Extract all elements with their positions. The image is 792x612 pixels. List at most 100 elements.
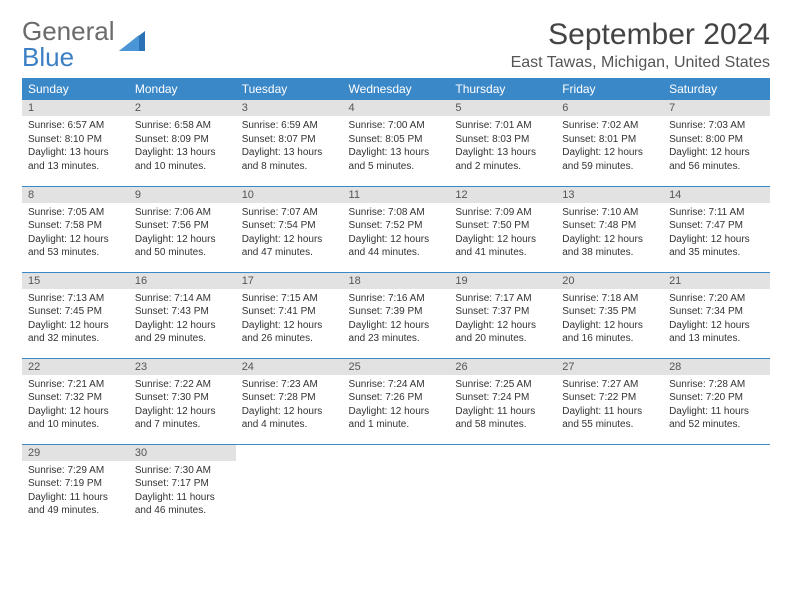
calendar-cell: 29Sunrise: 7:29 AMSunset: 7:19 PMDayligh…: [22, 444, 129, 530]
calendar-cell: 2Sunrise: 6:58 AMSunset: 8:09 PMDaylight…: [129, 100, 236, 186]
day-number: 19: [449, 273, 556, 289]
day-number: 30: [129, 445, 236, 461]
day-number: 26: [449, 359, 556, 375]
day-details: Sunrise: 7:11 AMSunset: 7:47 PMDaylight:…: [663, 203, 770, 264]
day-number: 27: [556, 359, 663, 375]
day-details: Sunrise: 7:25 AMSunset: 7:24 PMDaylight:…: [449, 375, 556, 436]
calendar-cell: 23Sunrise: 7:22 AMSunset: 7:30 PMDayligh…: [129, 358, 236, 444]
calendar-cell: 9Sunrise: 7:06 AMSunset: 7:56 PMDaylight…: [129, 186, 236, 272]
day-details: Sunrise: 7:20 AMSunset: 7:34 PMDaylight:…: [663, 289, 770, 350]
location-text: East Tawas, Michigan, United States: [511, 54, 770, 72]
day-details: Sunrise: 7:22 AMSunset: 7:30 PMDaylight:…: [129, 375, 236, 436]
calendar-cell: 17Sunrise: 7:15 AMSunset: 7:41 PMDayligh…: [236, 272, 343, 358]
day-number: 21: [663, 273, 770, 289]
calendar-cell: 30Sunrise: 7:30 AMSunset: 7:17 PMDayligh…: [129, 444, 236, 530]
calendar-body: 1Sunrise: 6:57 AMSunset: 8:10 PMDaylight…: [22, 100, 770, 530]
day-details: Sunrise: 7:21 AMSunset: 7:32 PMDaylight:…: [22, 375, 129, 436]
day-details: Sunrise: 7:14 AMSunset: 7:43 PMDaylight:…: [129, 289, 236, 350]
calendar-cell: 24Sunrise: 7:23 AMSunset: 7:28 PMDayligh…: [236, 358, 343, 444]
weekday-row: SundayMondayTuesdayWednesdayThursdayFrid…: [22, 78, 770, 100]
calendar-cell: 21Sunrise: 7:20 AMSunset: 7:34 PMDayligh…: [663, 272, 770, 358]
day-number: 4: [343, 100, 450, 116]
calendar-table: SundayMondayTuesdayWednesdayThursdayFrid…: [22, 78, 770, 530]
day-number: 7: [663, 100, 770, 116]
logo-text-blue: Blue: [22, 42, 74, 72]
day-number: 10: [236, 187, 343, 203]
day-details: Sunrise: 6:59 AMSunset: 8:07 PMDaylight:…: [236, 116, 343, 177]
calendar-head: SundayMondayTuesdayWednesdayThursdayFrid…: [22, 78, 770, 100]
logo-text: General Blue: [22, 18, 115, 70]
calendar-cell: [663, 444, 770, 530]
calendar-row: 15Sunrise: 7:13 AMSunset: 7:45 PMDayligh…: [22, 272, 770, 358]
day-number: 17: [236, 273, 343, 289]
calendar-cell: [236, 444, 343, 530]
calendar-cell: 20Sunrise: 7:18 AMSunset: 7:35 PMDayligh…: [556, 272, 663, 358]
triangle-icon: [119, 29, 147, 55]
day-details: Sunrise: 7:23 AMSunset: 7:28 PMDaylight:…: [236, 375, 343, 436]
calendar-cell: 22Sunrise: 7:21 AMSunset: 7:32 PMDayligh…: [22, 358, 129, 444]
day-details: Sunrise: 7:27 AMSunset: 7:22 PMDaylight:…: [556, 375, 663, 436]
calendar-row: 29Sunrise: 7:29 AMSunset: 7:19 PMDayligh…: [22, 444, 770, 530]
day-details: Sunrise: 7:08 AMSunset: 7:52 PMDaylight:…: [343, 203, 450, 264]
day-details: Sunrise: 7:16 AMSunset: 7:39 PMDaylight:…: [343, 289, 450, 350]
day-details: Sunrise: 7:24 AMSunset: 7:26 PMDaylight:…: [343, 375, 450, 436]
day-number: 16: [129, 273, 236, 289]
day-number: 6: [556, 100, 663, 116]
weekday-saturday: Saturday: [663, 78, 770, 100]
title-block: September 2024 East Tawas, Michigan, Uni…: [511, 18, 770, 72]
calendar-cell: 4Sunrise: 7:00 AMSunset: 8:05 PMDaylight…: [343, 100, 450, 186]
logo: General Blue: [22, 18, 147, 70]
day-details: Sunrise: 7:07 AMSunset: 7:54 PMDaylight:…: [236, 203, 343, 264]
calendar-cell: 7Sunrise: 7:03 AMSunset: 8:00 PMDaylight…: [663, 100, 770, 186]
calendar-cell: [556, 444, 663, 530]
day-number: 24: [236, 359, 343, 375]
day-details: Sunrise: 6:58 AMSunset: 8:09 PMDaylight:…: [129, 116, 236, 177]
page-title: September 2024: [511, 18, 770, 52]
day-details: Sunrise: 7:28 AMSunset: 7:20 PMDaylight:…: [663, 375, 770, 436]
calendar-cell: 10Sunrise: 7:07 AMSunset: 7:54 PMDayligh…: [236, 186, 343, 272]
calendar-cell: 14Sunrise: 7:11 AMSunset: 7:47 PMDayligh…: [663, 186, 770, 272]
weekday-tuesday: Tuesday: [236, 78, 343, 100]
day-details: Sunrise: 7:00 AMSunset: 8:05 PMDaylight:…: [343, 116, 450, 177]
calendar-row: 1Sunrise: 6:57 AMSunset: 8:10 PMDaylight…: [22, 100, 770, 186]
calendar-cell: 15Sunrise: 7:13 AMSunset: 7:45 PMDayligh…: [22, 272, 129, 358]
day-number: 22: [22, 359, 129, 375]
day-details: Sunrise: 7:17 AMSunset: 7:37 PMDaylight:…: [449, 289, 556, 350]
calendar-cell: 13Sunrise: 7:10 AMSunset: 7:48 PMDayligh…: [556, 186, 663, 272]
day-number: 28: [663, 359, 770, 375]
calendar-cell: 12Sunrise: 7:09 AMSunset: 7:50 PMDayligh…: [449, 186, 556, 272]
day-details: Sunrise: 7:03 AMSunset: 8:00 PMDaylight:…: [663, 116, 770, 177]
calendar-cell: 5Sunrise: 7:01 AMSunset: 8:03 PMDaylight…: [449, 100, 556, 186]
day-details: Sunrise: 7:09 AMSunset: 7:50 PMDaylight:…: [449, 203, 556, 264]
calendar-row: 8Sunrise: 7:05 AMSunset: 7:58 PMDaylight…: [22, 186, 770, 272]
weekday-thursday: Thursday: [449, 78, 556, 100]
calendar-cell: 26Sunrise: 7:25 AMSunset: 7:24 PMDayligh…: [449, 358, 556, 444]
calendar-cell: 1Sunrise: 6:57 AMSunset: 8:10 PMDaylight…: [22, 100, 129, 186]
calendar-cell: 11Sunrise: 7:08 AMSunset: 7:52 PMDayligh…: [343, 186, 450, 272]
calendar-cell: 25Sunrise: 7:24 AMSunset: 7:26 PMDayligh…: [343, 358, 450, 444]
calendar-cell: 3Sunrise: 6:59 AMSunset: 8:07 PMDaylight…: [236, 100, 343, 186]
calendar-cell: 19Sunrise: 7:17 AMSunset: 7:37 PMDayligh…: [449, 272, 556, 358]
day-number: 12: [449, 187, 556, 203]
weekday-monday: Monday: [129, 78, 236, 100]
calendar-cell: 28Sunrise: 7:28 AMSunset: 7:20 PMDayligh…: [663, 358, 770, 444]
header: General Blue September 2024 East Tawas, …: [22, 18, 770, 72]
day-details: Sunrise: 7:30 AMSunset: 7:17 PMDaylight:…: [129, 461, 236, 522]
weekday-sunday: Sunday: [22, 78, 129, 100]
weekday-wednesday: Wednesday: [343, 78, 450, 100]
day-number: 9: [129, 187, 236, 203]
day-number: 3: [236, 100, 343, 116]
day-details: Sunrise: 7:29 AMSunset: 7:19 PMDaylight:…: [22, 461, 129, 522]
day-number: 2: [129, 100, 236, 116]
day-number: 11: [343, 187, 450, 203]
day-number: 20: [556, 273, 663, 289]
day-number: 8: [22, 187, 129, 203]
calendar-cell: 8Sunrise: 7:05 AMSunset: 7:58 PMDaylight…: [22, 186, 129, 272]
day-details: Sunrise: 7:01 AMSunset: 8:03 PMDaylight:…: [449, 116, 556, 177]
calendar-cell: [449, 444, 556, 530]
day-details: Sunrise: 7:06 AMSunset: 7:56 PMDaylight:…: [129, 203, 236, 264]
calendar-cell: 16Sunrise: 7:14 AMSunset: 7:43 PMDayligh…: [129, 272, 236, 358]
day-details: Sunrise: 7:10 AMSunset: 7:48 PMDaylight:…: [556, 203, 663, 264]
day-details: Sunrise: 7:18 AMSunset: 7:35 PMDaylight:…: [556, 289, 663, 350]
day-details: Sunrise: 7:13 AMSunset: 7:45 PMDaylight:…: [22, 289, 129, 350]
